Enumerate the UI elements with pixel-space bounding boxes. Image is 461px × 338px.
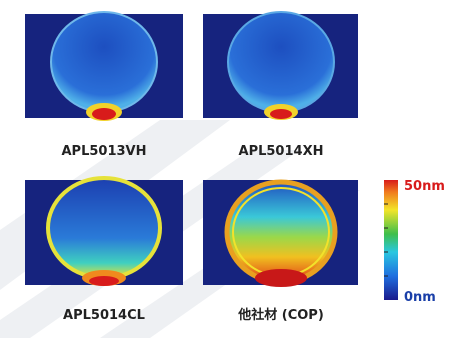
panel-label: 他社材 (COP) bbox=[237, 307, 324, 323]
panel-image bbox=[203, 180, 358, 287]
panel-label: APL5014CL bbox=[63, 308, 145, 323]
panel-label: APL5013VH bbox=[62, 144, 147, 159]
panel-image bbox=[203, 12, 358, 120]
page: APL5013VH APL5014XH APL5014CL 他社材 (COP) … bbox=[0, 0, 461, 338]
figure: APL5013VH APL5014XH APL5014CL 他社材 (COP) … bbox=[0, 0, 461, 338]
scale-max-label: 50nm bbox=[404, 179, 445, 194]
panel-image bbox=[25, 178, 183, 286]
scale-min-label: 0nm bbox=[404, 290, 436, 305]
panel-image bbox=[25, 12, 183, 121]
color-scale bbox=[384, 180, 398, 300]
panel-label: APL5014XH bbox=[239, 144, 324, 159]
